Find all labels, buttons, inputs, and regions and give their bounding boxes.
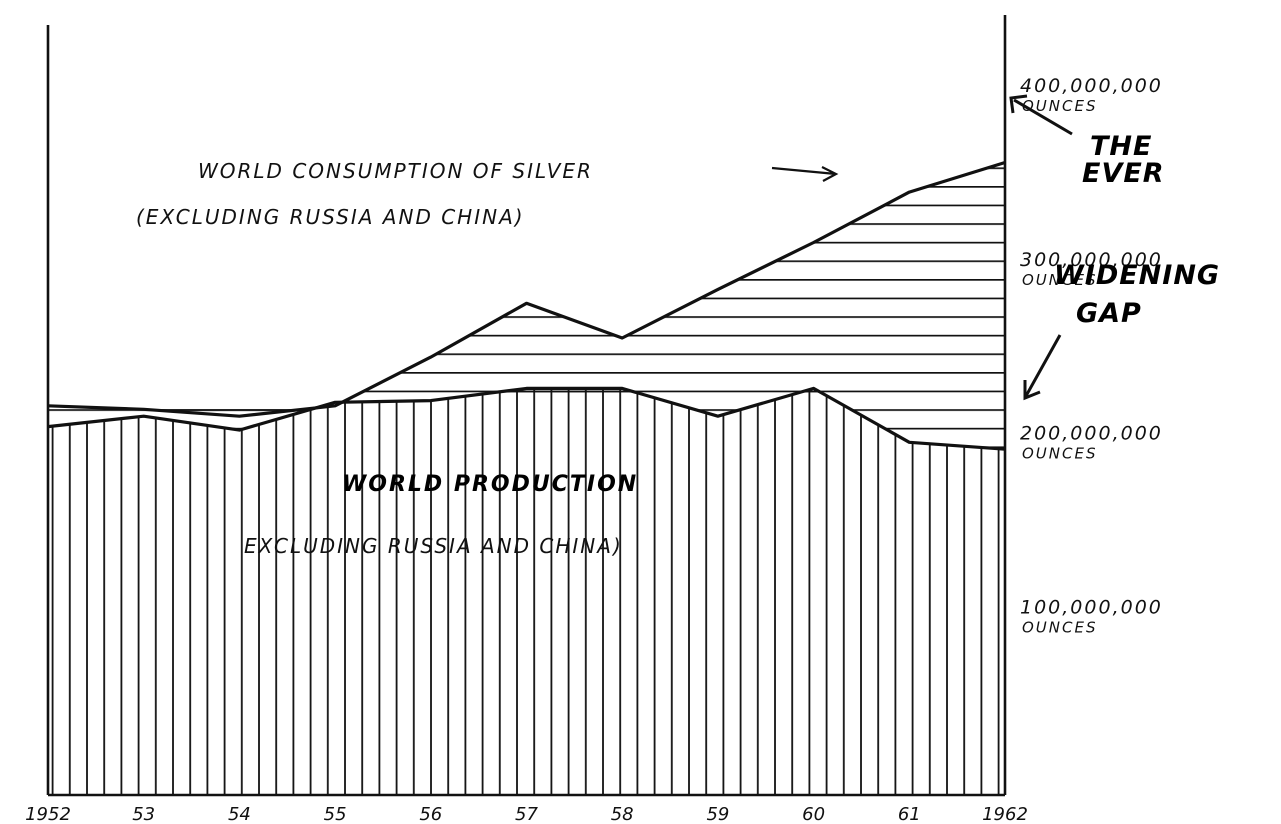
annotation-arrow-down xyxy=(1023,334,1062,401)
production-line xyxy=(47,386,1006,451)
y-tick-layer: 400,000,000OUNCES300,000,000OUNCES200,00… xyxy=(1020,75,1163,636)
production-sublabel: EXCLUDING RUSSIA AND CHINA) xyxy=(244,534,623,558)
y-tick-unit-label: OUNCES xyxy=(1022,97,1097,115)
production-area xyxy=(48,388,1005,795)
consumption-label: WORLD CONSUMPTION OF SILVER xyxy=(198,159,593,183)
x-tick-label: 58 xyxy=(611,804,634,824)
x-tick-label: 61 xyxy=(898,804,921,824)
y-tick-unit-label: OUNCES xyxy=(1022,271,1097,289)
x-tick-label: 56 xyxy=(419,804,442,824)
lines-layer xyxy=(47,160,1006,451)
x-tick-label: 59 xyxy=(706,804,729,824)
y-tick-label: 200,000,000 xyxy=(1020,423,1163,445)
consumption-area-layer xyxy=(48,162,1005,417)
x-tick-label: 55 xyxy=(324,804,347,824)
y-tick-label: 100,000,000 xyxy=(1020,596,1163,618)
gap-annotation-line-3: WIDENING xyxy=(1054,260,1220,291)
y-tick-label: 400,000,000 xyxy=(1020,75,1163,97)
gap-annotation-line-1: THE xyxy=(1090,131,1152,162)
x-tick-label: 60 xyxy=(802,804,825,824)
annotation-arrow-up xyxy=(1009,94,1073,136)
x-tick-label: 54 xyxy=(228,804,251,824)
production-label: WORLD PRODUCTION xyxy=(342,472,638,497)
consumption-area xyxy=(48,162,1005,417)
consumption-label-arrow xyxy=(771,166,839,182)
consumption-line xyxy=(47,160,1006,418)
production-area-layer xyxy=(48,388,1005,795)
x-tick-layer: 1952 53 54 55 56 57 58 59 60 61 1962 xyxy=(25,804,1028,824)
x-tick-label: 1962 xyxy=(982,804,1028,824)
gap-annotation-line-4: GAP xyxy=(1076,298,1142,329)
y-tick-unit-label: OUNCES xyxy=(1022,445,1097,463)
consumption-sublabel: (EXCLUDING RUSSIA AND CHINA) xyxy=(136,205,525,229)
x-tick-label: 53 xyxy=(132,804,155,824)
y-tick-unit-label: OUNCES xyxy=(1022,618,1097,636)
axes-layer xyxy=(46,15,1007,797)
y-tick-label: 300,000,000 xyxy=(1020,249,1163,271)
x-tick-label: 57 xyxy=(515,804,538,824)
x-tick-label: 1952 xyxy=(25,804,71,824)
gap-annotation-line-2: EVER xyxy=(1082,158,1165,189)
